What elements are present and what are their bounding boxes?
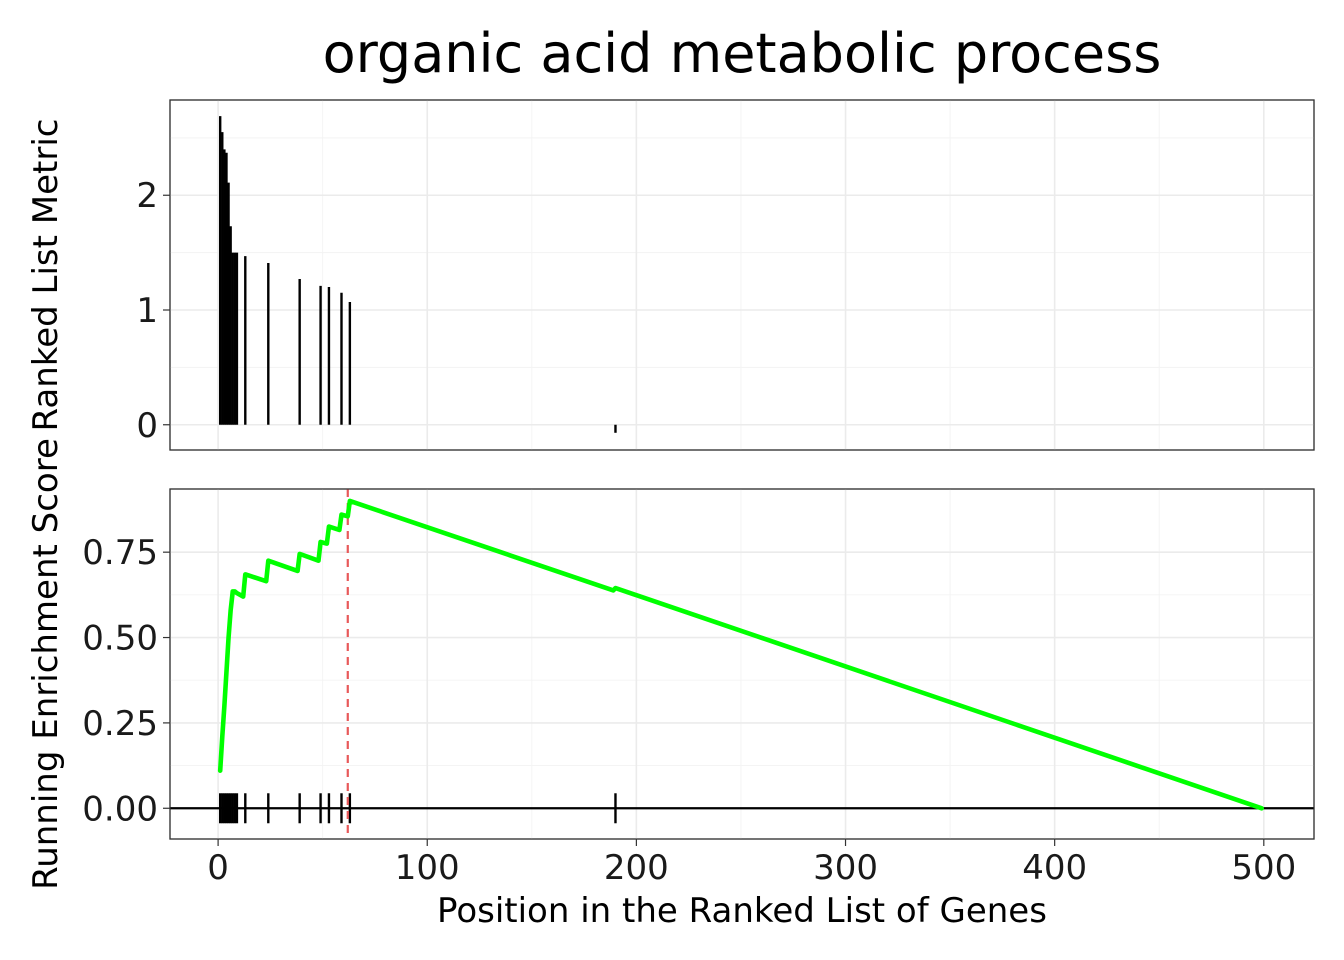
y-tick-label: 1 — [136, 291, 158, 331]
running-score-panel-background — [169, 488, 1315, 840]
running-enrichment-score-line — [217, 498, 1265, 811]
x-tick-label: 400 — [1022, 848, 1087, 888]
running-score-panel-border — [169, 488, 1315, 840]
ranked-metric-bars — [218, 116, 617, 433]
running-score-panel: 0.00 0.25 0.50 0.75 0 100 200 300 400 500 Runnin… — [26, 438, 1315, 931]
ranked-metric-grid — [170, 100, 1314, 450]
x-tick-label: 100 — [395, 848, 460, 888]
running-score-y-axis: 0.00 0.25 0.50 0.75 — [82, 533, 170, 829]
running-score-layers — [170, 489, 1314, 839]
running-score-y-axis-title: Running Enrichment Score — [26, 438, 66, 890]
y-tick-label: 2 — [136, 176, 158, 216]
chart-title: organic acid metabolic process — [323, 22, 1162, 85]
y-tick-label: 0.25 — [82, 704, 158, 744]
y-tick-label: 0 — [136, 406, 158, 446]
y-tick-label: 0.75 — [82, 533, 158, 573]
x-tick-label: 300 — [813, 848, 878, 888]
ranked-metric-panel: 0 1 2 Ranked List Metric — [26, 99, 1315, 451]
x-tick-label: 200 — [604, 848, 669, 888]
ranked-metric-panel-background — [169, 99, 1315, 451]
x-tick-label: 0 — [207, 848, 229, 888]
ranked-metric-y-axis-title: Ranked List Metric — [26, 119, 66, 432]
x-tick-label: 500 — [1231, 848, 1296, 888]
x-axis: 0 100 200 300 400 500 — [207, 839, 1296, 888]
y-tick-label: 0.50 — [82, 619, 158, 659]
ranked-metric-panel-border — [169, 99, 1315, 451]
ranked-metric-y-axis: 0 1 2 — [136, 176, 170, 446]
x-axis-title: Position in the Ranked List of Genes — [437, 891, 1047, 931]
y-tick-label: 0.00 — [82, 789, 158, 829]
